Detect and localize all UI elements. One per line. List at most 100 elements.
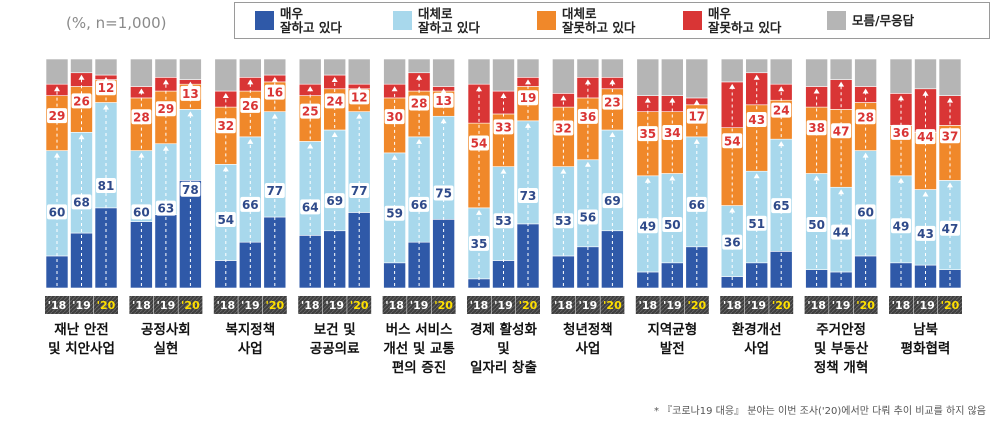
year-tick-label: '19 [747,299,766,312]
bar-segment [660,58,684,96]
bar-segment [467,58,491,85]
year-tick-label: '19 [663,299,682,312]
category-label: 환경개선 [732,321,782,338]
bar-segment [70,58,93,74]
year-tick-label: '19 [157,299,176,312]
year-box [322,296,347,314]
positive-value-label: 65 [773,199,790,213]
value-label-bg [518,188,538,204]
bar-segment [685,58,709,99]
negative-value-label: 12 [351,90,368,104]
category-label: 편의 증진 [392,359,446,376]
year-box [69,296,94,314]
year-box [94,296,118,314]
positive-arrowhead [416,138,423,144]
negative-arrowhead [54,86,60,92]
year-tick-label: '20 [687,299,706,312]
value-label-bg [409,196,430,212]
positive-arrowhead [947,182,953,188]
category-label: 평화협력 [901,340,951,357]
negative-value-label: 54 [724,134,741,148]
positive-arrowhead [162,145,169,151]
year-box [153,296,178,314]
chart-legend: 매우 잘하고 있다 대체로 잘하고 있다 대체로 잘못하고 있다 매우 잘못하고 있다… [234,2,990,39]
footnote: * 『코로나19 대응』 분야는 이번 조사('20)에서만 다뤄 추이 비교를… [654,406,986,417]
year-tick-label: '19 [410,299,429,312]
negative-arrowhead [247,79,254,85]
negative-arrowhead [416,74,423,80]
positive-arrowhead [778,141,785,147]
negative-arrowhead [813,88,820,94]
bar-segment [938,58,962,96]
value-label-bg [71,194,92,210]
value-label-bg [940,220,960,236]
value-label-bg [215,118,236,134]
value-label-bg [746,112,767,128]
bar-segment [854,150,877,257]
negative-arrowhead [778,86,785,92]
positive-arrowhead [222,166,229,172]
value-label-bg [493,213,514,229]
negative-arrowhead [922,90,929,96]
category-label: 개선 및 교통 [383,340,455,357]
bar-segment [516,58,540,78]
negative-value-label: 43 [748,113,765,127]
negative-arrowhead [862,88,869,94]
value-label-bg [384,109,405,125]
negative-arrowhead [669,97,676,103]
bar-segment [154,58,178,78]
negative-arrowhead [162,79,169,85]
positive-arrowhead [669,175,676,181]
positive-value-label: 66 [411,198,428,212]
year-tick-label: '20 [772,299,791,312]
value-label-bg [300,103,321,119]
positive-value-label: 69 [326,194,343,208]
value-label-bg [806,217,827,233]
bar-segment [745,58,769,74]
year-tick-label: '19 [325,299,344,312]
value-label-bg [855,109,876,125]
value-label-bg [131,109,152,125]
value-label-bg [240,196,261,212]
positive-value-label: 75 [435,187,452,201]
value-label-bg [469,235,489,251]
year-box [129,296,154,314]
positive-value-label: 60 [857,205,874,219]
positive-value-label: 63 [158,202,175,216]
category-label: 재난 안전 [54,321,108,338]
negative-value-label: 32 [555,122,572,136]
positive-arrowhead [78,134,85,140]
year-box [720,296,745,314]
year-box [804,296,829,314]
year-tick-label: '19 [916,299,935,312]
value-label-bg [637,126,658,142]
legend-label: 대체로 잘못하고 있다 [562,5,636,35]
positive-value-label: 50 [808,218,825,232]
positive-arrowhead [813,175,820,181]
value-label-bg [722,133,743,149]
bar-segment [636,58,660,96]
negative-arrowhead [500,93,507,99]
legend-swatch [683,11,702,30]
bar-segment [805,58,828,87]
category-label: 공공의료 [310,340,360,357]
positive-value-label: 66 [242,198,259,212]
negative-arrowhead [753,74,760,80]
category-label: 발전 [660,340,685,357]
bar-segment [720,58,744,83]
year-tick-label: '19 [494,299,513,312]
negative-arrowhead [440,88,447,94]
year-box [298,296,323,314]
legend-item: 매우 잘못하고 있다 [683,3,781,38]
category-label: 사업 [238,341,263,357]
year-tick-label: '20 [434,299,453,312]
negative-value-label: 32 [217,119,234,133]
value-label-bg [771,198,792,214]
negative-value-label: 26 [73,94,90,108]
year-tick-label: '20 [603,299,622,312]
year-box [635,296,660,314]
category-label: 지역균형 [647,321,697,338]
negative-value-label: 26 [242,99,259,113]
bar-segment [516,120,540,225]
